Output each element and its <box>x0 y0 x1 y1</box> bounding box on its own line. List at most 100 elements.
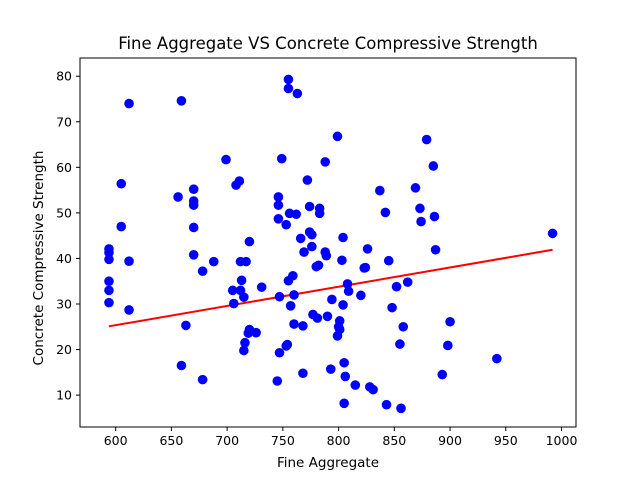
data-point <box>337 255 347 266</box>
y-tick-label: 80 <box>56 69 72 84</box>
data-point <box>304 201 315 212</box>
plot-area <box>79 57 577 428</box>
data-point <box>332 131 343 142</box>
data-point <box>334 316 345 326</box>
data-point <box>398 321 409 332</box>
chart-title: Fine Aggregate VS Concrete Compressive S… <box>118 34 538 53</box>
data-point <box>176 360 187 371</box>
data-point <box>104 297 114 308</box>
data-point <box>327 294 337 305</box>
data-point <box>402 277 413 287</box>
data-point <box>124 256 134 266</box>
y-tick-label: 40 <box>56 251 72 266</box>
data-point <box>104 247 114 258</box>
data-point <box>381 399 392 410</box>
data-point <box>283 74 294 85</box>
data-point <box>313 260 324 271</box>
data-point <box>338 232 348 243</box>
data-point <box>241 256 251 267</box>
x-axis-ticks: 600 650 700 750 800 850 900 950 1000 <box>104 427 578 448</box>
data-point <box>428 161 439 171</box>
data-point <box>437 369 448 380</box>
data-point <box>104 285 114 296</box>
data-point <box>362 244 373 254</box>
data-point <box>244 236 255 247</box>
data-point <box>288 270 298 281</box>
y-tick-label: 70 <box>56 114 72 129</box>
data-point <box>387 302 397 313</box>
data-point <box>314 208 325 219</box>
data-point <box>445 316 455 327</box>
data-point <box>430 244 441 255</box>
data-point <box>421 134 432 145</box>
data-point <box>415 203 425 214</box>
data-point <box>340 371 351 382</box>
data-point <box>239 292 249 302</box>
data-point <box>380 207 391 218</box>
x-tick-label: 850 <box>382 433 406 448</box>
data-point <box>356 290 366 301</box>
data-point <box>227 285 238 296</box>
data-point <box>273 192 284 202</box>
data-point <box>289 290 299 300</box>
data-point <box>229 298 239 309</box>
data-point <box>274 347 285 358</box>
x-tick-label: 750 <box>271 433 295 448</box>
y-tick-label: 30 <box>56 297 72 312</box>
scatter-points <box>104 74 558 414</box>
data-point <box>350 380 361 390</box>
x-tick-label: 800 <box>327 433 351 448</box>
y-tick-label: 20 <box>56 342 72 357</box>
data-point <box>322 311 333 322</box>
data-point <box>273 214 284 224</box>
data-point <box>292 88 303 99</box>
data-point <box>188 200 199 210</box>
regression-line-layer <box>108 248 553 328</box>
data-point <box>234 176 245 186</box>
x-tick-label: 1000 <box>546 433 578 448</box>
data-point <box>375 185 385 196</box>
x-axis-title: Fine Aggregate <box>277 455 379 471</box>
data-point <box>272 376 283 386</box>
x-tick-label: 700 <box>215 433 239 448</box>
data-point <box>236 275 247 286</box>
data-point <box>416 216 426 227</box>
data-point <box>339 398 349 409</box>
data-point <box>312 313 323 323</box>
x-tick-label: 650 <box>159 433 183 448</box>
data-point <box>295 233 306 244</box>
data-point <box>307 241 317 252</box>
data-point <box>221 154 231 165</box>
data-point <box>396 403 406 414</box>
data-point <box>383 255 394 266</box>
data-point <box>299 247 309 257</box>
data-point <box>256 282 267 292</box>
data-point <box>104 254 114 265</box>
data-point <box>181 320 191 331</box>
data-point <box>334 324 345 335</box>
plot-frame <box>79 57 577 428</box>
data-point <box>320 157 331 167</box>
data-point <box>104 276 114 287</box>
data-point <box>276 153 287 164</box>
data-point <box>410 183 421 193</box>
data-point <box>443 340 453 351</box>
data-point <box>197 266 208 277</box>
y-tick-label: 60 <box>56 160 72 175</box>
data-point <box>240 337 250 348</box>
data-point <box>395 339 405 349</box>
x-tick-label: 600 <box>104 433 128 448</box>
y-axis-ticks: 10 20 30 40 50 60 70 80 <box>56 69 80 403</box>
data-point <box>188 184 199 194</box>
data-point <box>298 321 308 331</box>
data-point <box>342 279 353 289</box>
data-point <box>283 83 294 94</box>
data-point <box>116 178 127 189</box>
data-point <box>116 221 127 232</box>
data-point <box>302 175 313 185</box>
regression-line <box>108 248 553 328</box>
y-axis-title: Concrete Compressive Strength <box>31 151 47 366</box>
data-point <box>239 345 249 356</box>
y-tick-label: 50 <box>56 205 72 220</box>
data-point <box>429 211 440 222</box>
